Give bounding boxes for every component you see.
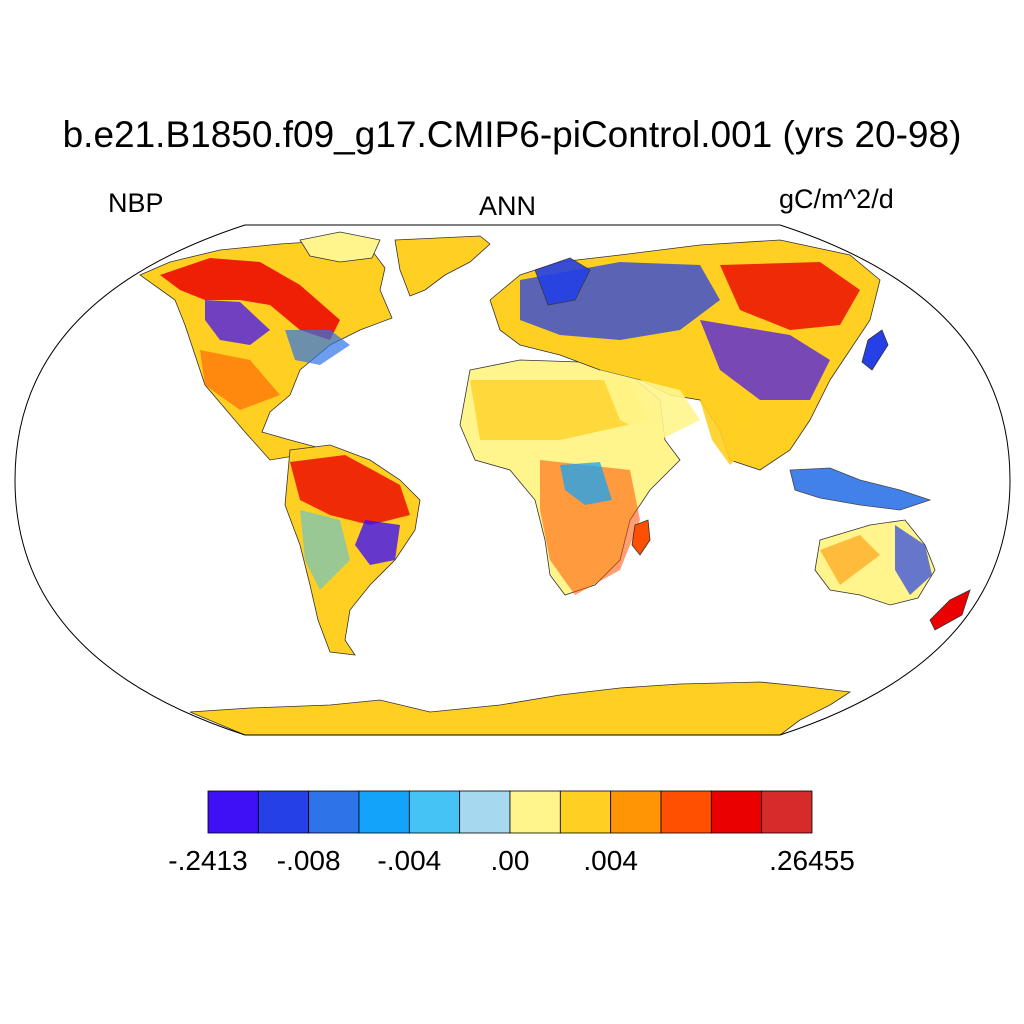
colorbar-swatch (710, 790, 763, 834)
colorbar-tick-label: .004 (583, 845, 638, 876)
colorbar (207, 790, 813, 834)
colorbar-swatch (459, 790, 511, 834)
na-south-zone (200, 350, 280, 410)
colorbar-tick-label: .26455 (769, 845, 855, 876)
colorbar-swatch (207, 790, 259, 834)
colorbar-swatch (559, 790, 612, 834)
variable-label: NBP (108, 188, 164, 218)
new-zealand-region (929, 589, 971, 631)
na-blue-zone (205, 300, 270, 345)
antarctica-region (189, 681, 852, 735)
colorbar-swatch (761, 790, 813, 834)
sa-mix-zone (300, 510, 350, 590)
colorbar-swatch (660, 790, 712, 834)
middle-east-zone (600, 370, 700, 440)
units-label: gC/m^2/d (779, 184, 894, 214)
australia-east-zone (895, 525, 932, 595)
colorbar-swatch (308, 790, 360, 834)
na-red-zone (160, 258, 340, 340)
colorbar-swatch (408, 790, 461, 834)
sahara-zone (470, 380, 650, 440)
asia-blue-zone (700, 320, 830, 400)
greenland-region (394, 235, 491, 297)
colorbar-tick-label: -.008 (276, 845, 341, 876)
colorbar-swatch (358, 790, 410, 834)
africa-south-zone (540, 460, 640, 595)
map-outline (14, 224, 1011, 736)
africa-blue-zone (560, 462, 612, 505)
colorbar-swatch (509, 790, 561, 834)
siberia-red-zone (720, 262, 860, 330)
map-land-layer (139, 231, 971, 735)
colorbar-tick-label: -.2413 (168, 845, 248, 876)
colorbar-tick-label: -.004 (377, 845, 442, 876)
colorbar-swatch (610, 790, 662, 834)
sa-blue-zone (355, 520, 400, 565)
scandinavia-region (534, 257, 591, 306)
india-zone (700, 400, 745, 465)
colorbar-tick-label: .00 (490, 845, 530, 876)
indonesia-region (789, 467, 932, 511)
australia-edge-zone (820, 535, 880, 585)
figure-title: b.e21.B1850.f09_g17.CMIP6-piControl.001 … (62, 114, 962, 155)
arctic-islands-region (299, 231, 381, 263)
na-east-zone (285, 330, 350, 365)
madagascar-region (631, 519, 651, 556)
colorbar-swatch (257, 790, 310, 834)
japan-region (861, 329, 889, 371)
sa-red-zone (290, 455, 410, 525)
season-label: ANN (479, 191, 537, 221)
